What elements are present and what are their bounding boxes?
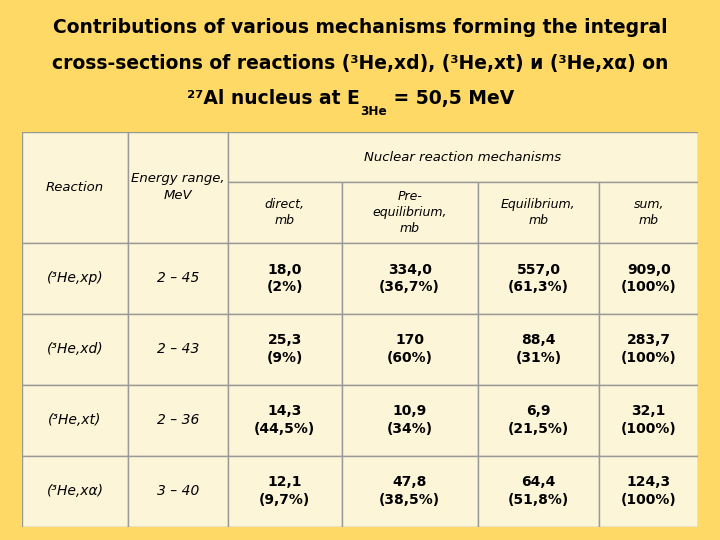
Bar — [599, 384, 698, 456]
Text: ²⁷Al nucleus at E: ²⁷Al nucleus at E — [187, 89, 360, 108]
Text: cross-sections of reactions (³He,xd), (³He,xt) и (³He,xα) on: cross-sections of reactions (³He,xd), (³… — [52, 54, 668, 73]
Bar — [477, 242, 599, 314]
Text: (³He,xp): (³He,xp) — [47, 271, 103, 285]
Text: Nuclear reaction mechanisms: Nuclear reaction mechanisms — [364, 151, 562, 164]
Bar — [477, 314, 599, 384]
Text: 25,3
(9%): 25,3 (9%) — [266, 334, 303, 364]
Bar — [599, 456, 698, 526]
Bar — [599, 242, 698, 314]
Bar — [228, 384, 341, 456]
Bar — [477, 384, 599, 456]
Bar — [128, 242, 228, 314]
Bar — [341, 314, 477, 384]
Bar — [22, 242, 128, 314]
Text: Reaction: Reaction — [46, 181, 104, 194]
Text: (³He,xd): (³He,xd) — [47, 342, 103, 356]
Bar — [341, 384, 477, 456]
Bar — [341, 182, 477, 242]
Bar — [228, 314, 341, 384]
Text: 32,1
(100%): 32,1 (100%) — [621, 404, 677, 436]
Text: direct,
mb: direct, mb — [264, 198, 305, 227]
Text: 124,3
(100%): 124,3 (100%) — [621, 475, 677, 507]
Bar — [128, 132, 228, 242]
Bar — [228, 182, 341, 242]
Text: 170
(60%): 170 (60%) — [387, 334, 433, 364]
Text: Energy range,
MeV: Energy range, MeV — [131, 172, 225, 202]
Bar — [22, 314, 128, 384]
Text: 64,4
(51,8%): 64,4 (51,8%) — [508, 475, 569, 507]
Bar — [22, 132, 128, 242]
Text: Equilibrium,
mb: Equilibrium, mb — [501, 198, 576, 227]
Text: 2 – 45: 2 – 45 — [157, 271, 199, 285]
Bar — [477, 182, 599, 242]
Bar — [228, 456, 341, 526]
Bar — [341, 456, 477, 526]
Text: 47,8
(38,5%): 47,8 (38,5%) — [379, 475, 440, 507]
Text: 3 – 40: 3 – 40 — [157, 484, 199, 498]
Bar — [228, 132, 698, 182]
Bar — [341, 242, 477, 314]
Bar — [599, 182, 698, 242]
Bar — [22, 456, 128, 526]
Text: 2 – 43: 2 – 43 — [157, 342, 199, 356]
Bar — [599, 314, 698, 384]
Text: 2 – 36: 2 – 36 — [157, 413, 199, 427]
Text: Contributions of various mechanisms forming the integral: Contributions of various mechanisms form… — [53, 18, 667, 37]
Text: = 50,5 MeV: = 50,5 MeV — [387, 89, 514, 108]
Text: 909,0
(100%): 909,0 (100%) — [621, 262, 677, 294]
Text: (³He,xt): (³He,xt) — [48, 413, 102, 427]
Bar — [128, 384, 228, 456]
Text: 283,7
(100%): 283,7 (100%) — [621, 334, 677, 364]
Text: 88,4
(31%): 88,4 (31%) — [516, 334, 562, 364]
Text: 557,0
(61,3%): 557,0 (61,3%) — [508, 262, 569, 294]
Text: 6,9
(21,5%): 6,9 (21,5%) — [508, 404, 569, 436]
Text: 14,3
(44,5%): 14,3 (44,5%) — [254, 404, 315, 436]
Text: Pre-
equilibrium,
mb: Pre- equilibrium, mb — [372, 190, 447, 235]
Text: (³He,xα): (³He,xα) — [46, 484, 104, 498]
Text: 12,1
(9,7%): 12,1 (9,7%) — [259, 475, 310, 507]
Bar — [22, 384, 128, 456]
Bar — [128, 456, 228, 526]
Text: 334,0
(36,7%): 334,0 (36,7%) — [379, 262, 440, 294]
Bar — [477, 456, 599, 526]
Bar — [128, 314, 228, 384]
Bar — [228, 242, 341, 314]
Text: 3He: 3He — [360, 105, 387, 118]
Text: sum,
mb: sum, mb — [634, 198, 664, 227]
Text: 18,0
(2%): 18,0 (2%) — [266, 262, 303, 294]
Text: 10,9
(34%): 10,9 (34%) — [387, 404, 433, 436]
